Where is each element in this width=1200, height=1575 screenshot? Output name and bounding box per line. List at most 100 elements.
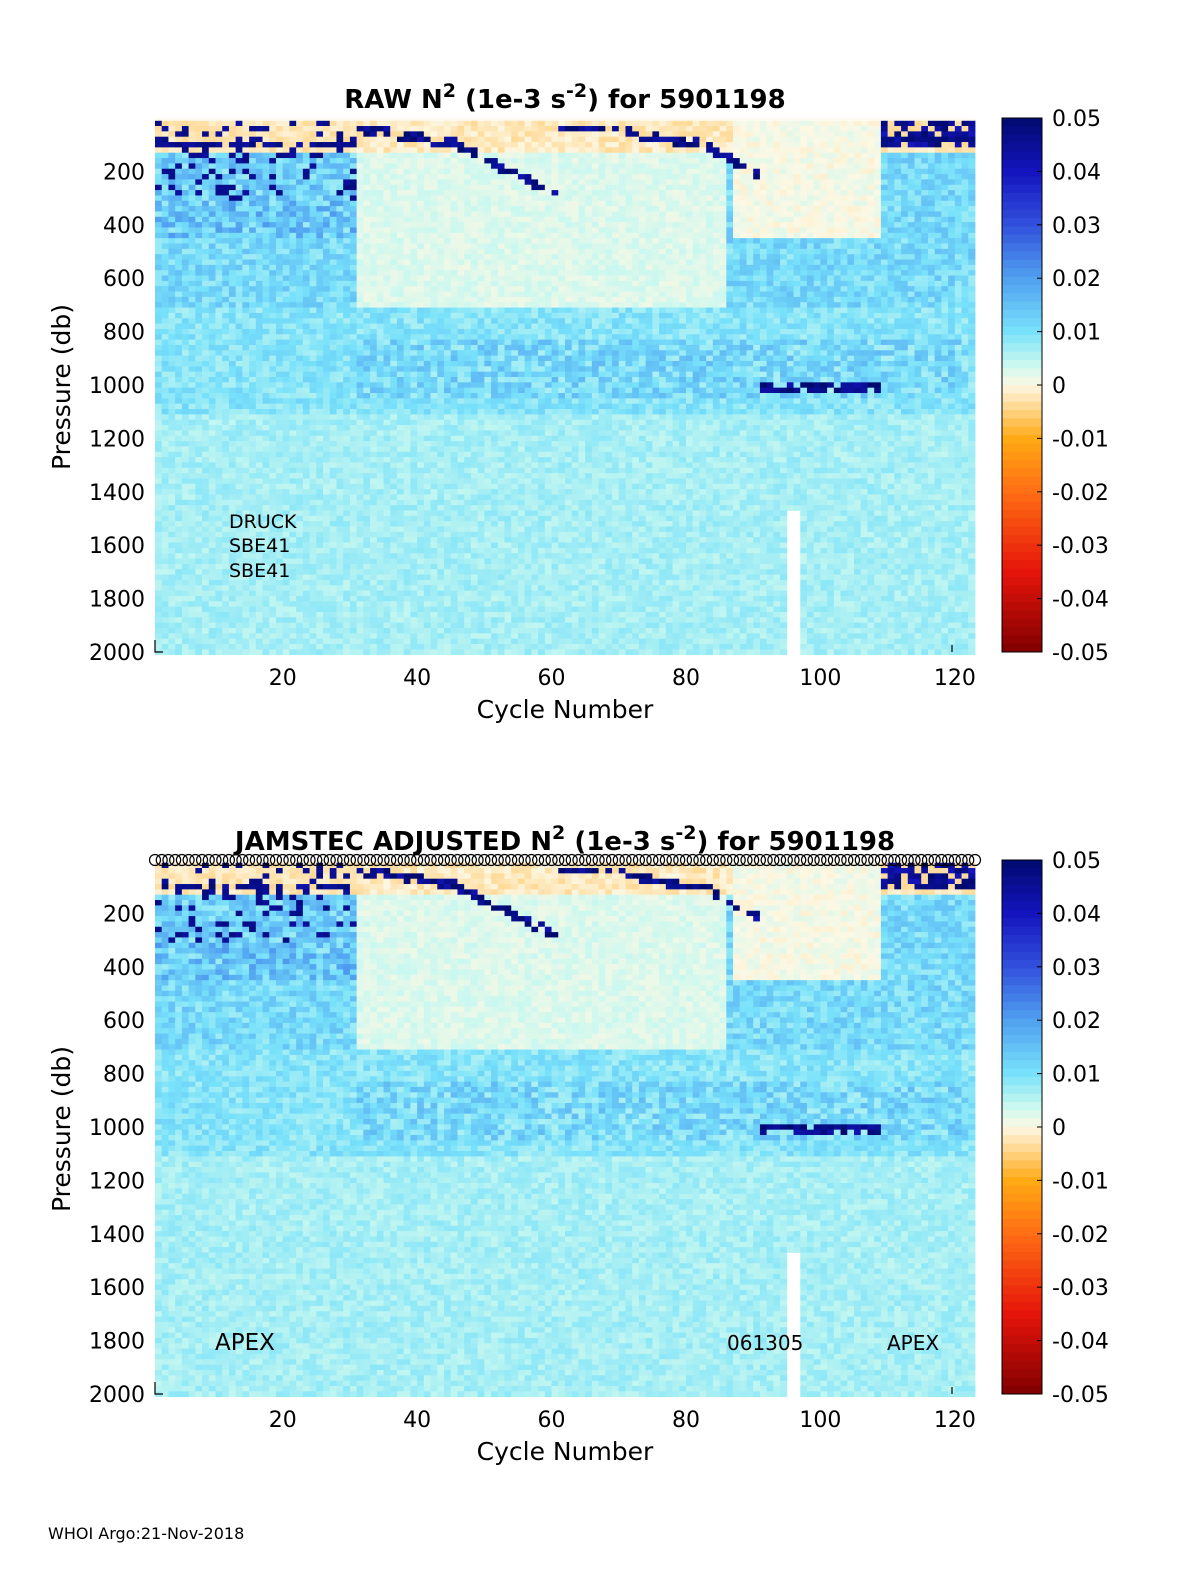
heatmap-cell: [289, 643, 297, 650]
heatmap-cell: [356, 622, 364, 629]
heatmap-cell: [208, 595, 216, 602]
heatmap-cell: [155, 451, 163, 458]
heatmap-cell: [222, 510, 230, 517]
heatmap-cell: [175, 248, 183, 255]
heatmap-cell: [356, 243, 364, 250]
heatmap-cell: [349, 344, 358, 351]
heatmap-cell: [477, 473, 485, 479]
heatmap-cell: [390, 259, 398, 266]
heatmap-cell: [323, 451, 331, 458]
heatmap-cell: [437, 574, 445, 581]
heatmap-cell: [356, 184, 364, 191]
heatmap-cell: [329, 563, 337, 570]
heatmap-cell: [249, 526, 257, 533]
heatmap-cell: [228, 622, 237, 629]
heatmap-cell: [329, 595, 337, 602]
heatmap-cell: [417, 211, 425, 218]
heatmap-cell: [343, 174, 351, 180]
heatmap-cell: [235, 174, 243, 180]
heatmap-cell: [349, 553, 358, 559]
heatmap-cell: [208, 126, 216, 132]
heatmap-cell: [282, 382, 290, 389]
heatmap-cell: [329, 280, 337, 287]
heatmap-cell: [195, 307, 203, 314]
heatmap-cell: [370, 366, 378, 373]
heatmap-cell: [255, 355, 263, 362]
heatmap-cell: [208, 494, 216, 501]
heatmap-cell: [235, 344, 243, 351]
heatmap-cell: [383, 409, 391, 415]
heatmap-cell: [370, 216, 378, 223]
heatmap-cell: [457, 275, 465, 282]
heatmap-cell: [423, 563, 431, 570]
heatmap-cell: [403, 435, 411, 442]
heatmap-cell: [390, 344, 398, 351]
heatmap-cell: [316, 168, 324, 175]
heatmap-cell: [195, 179, 203, 186]
heatmap-cell: [262, 398, 270, 405]
heatmap-cell: [470, 344, 479, 351]
heatmap-cell: [329, 403, 337, 410]
heatmap-cell: [343, 152, 351, 159]
heatmap-cell: [296, 409, 304, 415]
heatmap-cell: [269, 222, 277, 228]
heatmap-cell: [175, 211, 183, 218]
heatmap-cell: [188, 489, 196, 495]
heatmap-cell: [161, 483, 169, 490]
heatmap-cell: [195, 585, 203, 591]
heatmap-cell: [316, 622, 324, 629]
heatmap-cell: [208, 163, 216, 170]
heatmap-cell: [336, 585, 344, 591]
heatmap-cell: [222, 174, 230, 180]
heatmap-cell: [383, 120, 391, 127]
heatmap-cell: [437, 339, 445, 346]
heatmap-cell: [202, 643, 210, 650]
heatmap-cell: [336, 569, 344, 575]
heatmap-cell: [289, 446, 297, 453]
heatmap-cell: [275, 350, 284, 357]
heatmap-cell: [208, 403, 216, 410]
heatmap-cell: [255, 430, 263, 437]
heatmap-cell: [376, 409, 384, 415]
heatmap-cell: [450, 136, 458, 143]
heatmap-cell: [430, 366, 438, 373]
heatmap-cell: [450, 275, 458, 282]
heatmap-cell: [417, 409, 425, 415]
heatmap-cell: [215, 526, 223, 533]
heatmap-cell: [464, 286, 472, 292]
heatmap-cell: [423, 521, 431, 527]
heatmap-cell: [450, 126, 458, 132]
heatmap-cell: [316, 232, 324, 239]
heatmap-cell: [275, 409, 284, 415]
heatmap-cell: [444, 425, 452, 431]
heatmap-cell: [376, 248, 384, 255]
heatmap-cell: [275, 627, 284, 634]
heatmap-cell: [349, 248, 358, 255]
heatmap-cell: [444, 211, 452, 218]
heatmap-cell: [215, 323, 223, 330]
heatmap-cell: [202, 152, 210, 159]
heatmap-cell: [370, 649, 378, 656]
heatmap-cell: [289, 302, 297, 308]
heatmap-cell: [336, 425, 344, 431]
heatmap-cell: [417, 152, 425, 159]
heatmap-cell: [262, 617, 270, 624]
heatmap-cell: [370, 521, 378, 527]
heatmap-cell: [403, 638, 411, 645]
heatmap-cell: [181, 302, 190, 308]
heatmap-cell: [181, 611, 190, 618]
heatmap-cell: [175, 425, 183, 431]
heatmap-cell: [168, 403, 176, 410]
heatmap-cell: [222, 606, 230, 613]
heatmap-cell: [302, 446, 310, 453]
heatmap-cell: [289, 360, 297, 367]
heatmap-cell: [323, 168, 331, 175]
heatmap-cell: [430, 190, 438, 196]
heatmap-cell: [168, 515, 176, 522]
heatmap-cell: [215, 350, 223, 357]
heatmap-cell: [275, 323, 284, 330]
heatmap-cell: [376, 553, 384, 559]
heatmap-cell: [464, 238, 472, 244]
heatmap-cell: [175, 441, 183, 447]
heatmap-cell: [242, 558, 250, 565]
